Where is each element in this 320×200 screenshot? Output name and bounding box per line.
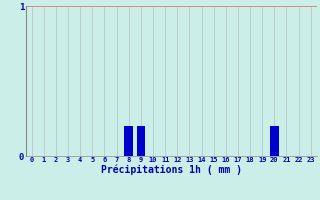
Bar bbox=[270, 126, 279, 156]
Bar bbox=[137, 126, 145, 156]
Bar bbox=[124, 126, 133, 156]
X-axis label: Précipitations 1h ( mm ): Précipitations 1h ( mm ) bbox=[101, 165, 242, 175]
